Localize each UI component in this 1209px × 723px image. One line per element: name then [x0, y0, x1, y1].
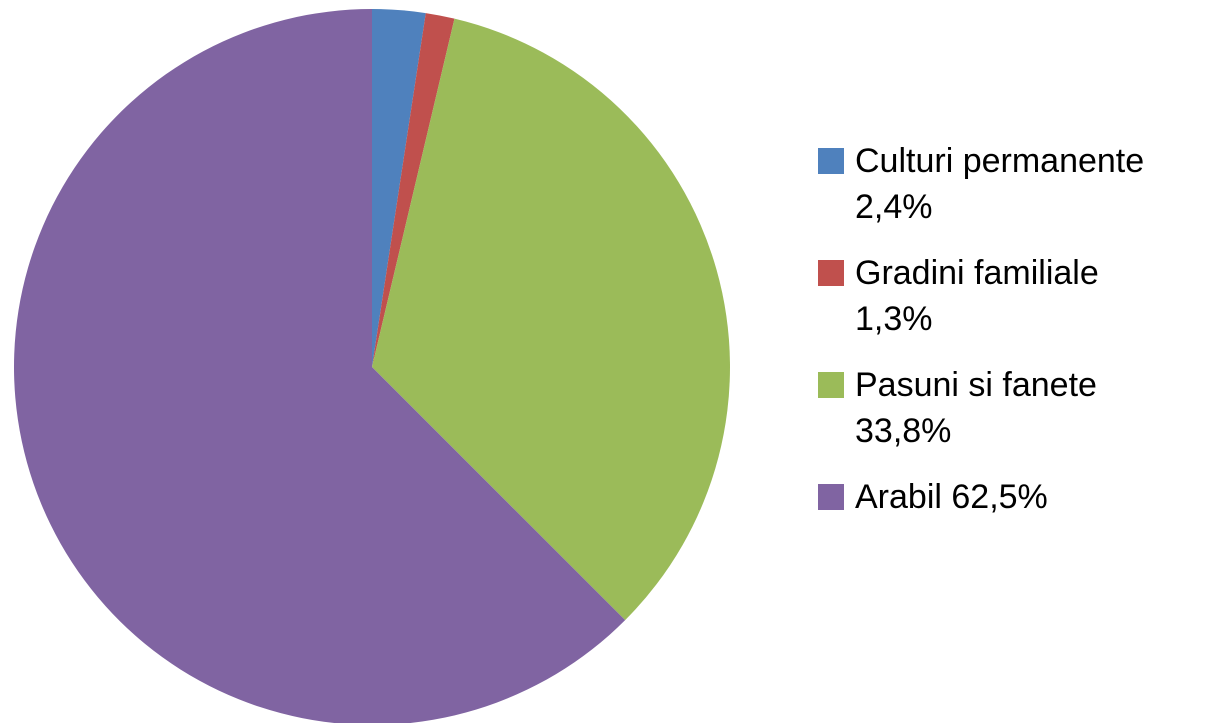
legend-label: Arabil 62,5%: [855, 478, 1048, 516]
legend-item: Culturi permanente 2,4%: [818, 138, 1208, 230]
legend-label: Gradini familiale 1,3%: [855, 254, 1099, 338]
pie-slice: [372, 13, 455, 367]
legend-item: Gradini familiale 1,3%: [818, 250, 1208, 342]
pie-slice: [372, 9, 426, 367]
legend: Culturi permanente 2,4% Gradini familiale…: [818, 138, 1208, 540]
pie-slice: [372, 18, 730, 621]
legend-label: Culturi permanente 2,4%: [855, 142, 1145, 226]
legend-item: Pasuni si fanete 33,8%: [818, 362, 1208, 454]
legend-swatch: [818, 372, 844, 398]
legend-item: Arabil 62,5%: [818, 474, 1208, 520]
legend-swatch: [818, 148, 844, 174]
legend-label: Pasuni si fanete 33,8%: [855, 366, 1097, 450]
pie-slice: [13, 9, 626, 723]
legend-swatch: [818, 260, 844, 286]
legend-swatch: [818, 484, 844, 510]
